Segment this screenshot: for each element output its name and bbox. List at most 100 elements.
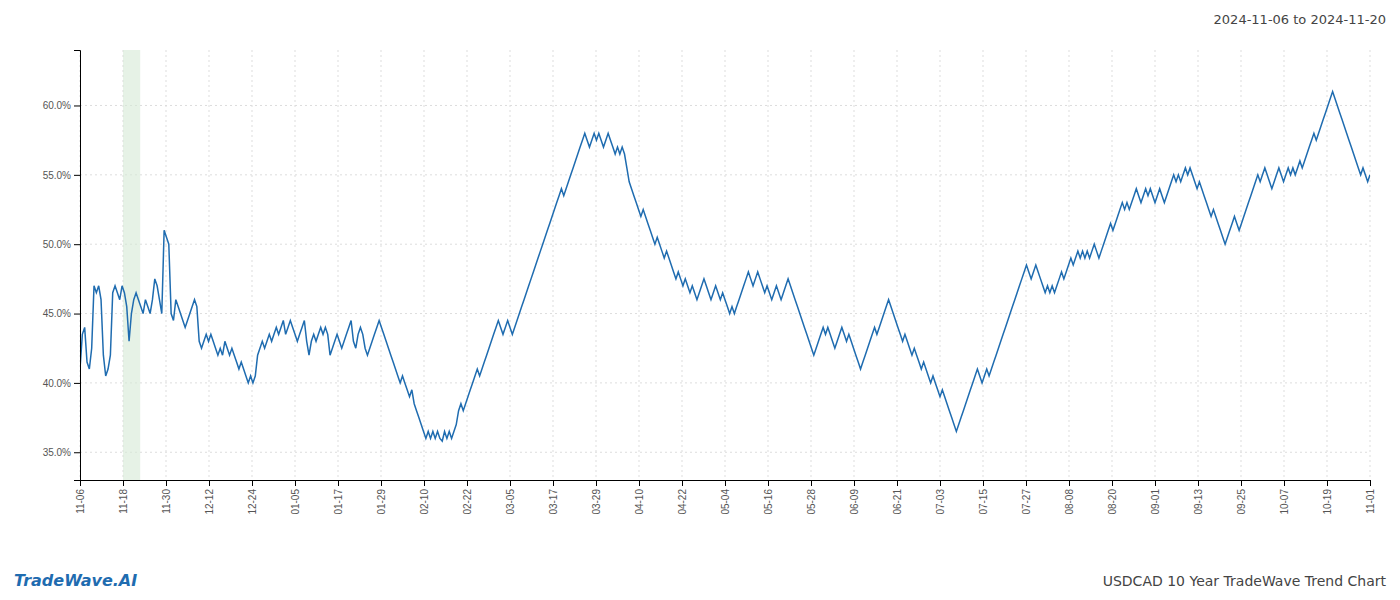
grid-line-x — [338, 50, 339, 480]
x-tick-mark — [1155, 480, 1156, 486]
x-tick-label: 03-17 — [548, 489, 559, 515]
x-tick-label: 12-24 — [247, 489, 258, 515]
x-tick-mark — [424, 480, 425, 486]
footer-caption: USDCAD 10 Year TradeWave Trend Chart — [1103, 573, 1387, 589]
grid-line-x — [897, 50, 898, 480]
x-tick: 07-27 — [1021, 480, 1032, 515]
x-tick-label: 07-03 — [935, 489, 946, 515]
line — [80, 92, 1370, 442]
grid-line-x — [940, 50, 941, 480]
grid-line-x — [381, 50, 382, 480]
y-tick: 40.0% — [43, 378, 80, 389]
x-tick-label: 02-10 — [419, 489, 430, 515]
grid-line-y — [80, 382, 1370, 383]
x-tick-label: 09-13 — [1193, 489, 1204, 515]
x-tick-mark — [338, 480, 339, 486]
x-tick: 03-29 — [591, 480, 602, 515]
x-tick-label: 03-29 — [591, 489, 602, 515]
x-tick-label: 05-28 — [806, 489, 817, 515]
x-tick-label: 01-29 — [376, 489, 387, 515]
x-tick-label: 06-21 — [892, 489, 903, 515]
x-tick: 03-05 — [505, 480, 516, 515]
x-tick: 06-09 — [849, 480, 860, 515]
y-tick-mark — [74, 105, 80, 106]
x-tick: 09-01 — [1150, 480, 1161, 515]
x-tick: 01-29 — [376, 480, 387, 515]
x-tick-label: 01-05 — [290, 489, 301, 515]
y-tick-label: 55.0% — [43, 170, 71, 181]
x-tick-label: 09-25 — [1236, 489, 1247, 515]
x-tick: 07-15 — [978, 480, 989, 515]
x-tick-mark — [510, 480, 511, 486]
x-tick: 08-20 — [1107, 480, 1118, 515]
x-tick: 07-03 — [935, 480, 946, 515]
x-tick: 09-13 — [1193, 480, 1204, 515]
x-tick-label: 11-06 — [75, 489, 86, 514]
y-tick-mark — [74, 314, 80, 315]
plot-area: 11-06 11-18 11-30 12-12 12-24 01-05 01-17 01-29… — [43, 50, 1376, 515]
grid-line-x — [811, 50, 812, 480]
x-tick-label: 04-22 — [677, 489, 688, 515]
x-tick-label: 10-07 — [1279, 489, 1290, 515]
grid-line-x — [467, 50, 468, 480]
x-tick-mark — [1026, 480, 1027, 486]
background — [0, 0, 1400, 600]
x-tick-label: 11-18 — [118, 489, 129, 514]
grid-line-x — [854, 50, 855, 480]
x-tick-label: 05-04 — [720, 489, 731, 515]
x-tick-label: 03-05 — [505, 489, 516, 515]
x-tick-label: 06-09 — [849, 489, 860, 515]
x-tick-mark — [467, 480, 468, 486]
x-tick: 01-05 — [290, 480, 301, 515]
x-tick-mark — [639, 480, 640, 486]
x-tick-mark — [1069, 480, 1070, 486]
x-tick: 05-16 — [763, 480, 774, 515]
x-tick-mark — [295, 480, 296, 486]
chart: 11-06 11-18 11-30 12-12 12-24 01-05 01-17 01-29… — [0, 0, 1400, 600]
y-tick: 60.0% — [43, 100, 80, 111]
x-tick-mark — [983, 480, 984, 486]
y-tick-mark — [74, 244, 80, 245]
grid-line-y — [80, 105, 1370, 106]
grid-line-x — [209, 50, 210, 480]
x-tick-label: 10-19 — [1322, 489, 1333, 515]
x-tick-label: 11-01 — [1365, 489, 1376, 514]
x-tick-mark — [553, 480, 554, 486]
x-tick-label: 04-10 — [634, 489, 645, 515]
y-tick-label: 60.0% — [43, 100, 71, 111]
x-tick: 04-22 — [677, 480, 688, 515]
grid-line-y — [80, 452, 1370, 453]
x-tick: 05-28 — [806, 480, 817, 515]
grid-line-y — [80, 313, 1370, 314]
grid-line-x — [1155, 50, 1156, 480]
y-tick-label: 35.0% — [43, 447, 71, 458]
x-axis-line — [81, 481, 1371, 487]
grid-line-x — [768, 50, 769, 480]
x-tick: 12-12 — [204, 480, 215, 515]
y-tick-mark — [74, 452, 80, 453]
grid-line-y — [80, 244, 1370, 245]
grid-line-x — [553, 50, 554, 480]
x-tick-mark — [1327, 480, 1328, 486]
title: 2024-11-06 to 2024-11-20 — [1214, 12, 1386, 27]
x-tick-label: 11-30 — [161, 489, 172, 514]
x-tick-mark — [1112, 480, 1113, 486]
x-tick-mark — [897, 480, 898, 486]
grid-line-x — [166, 50, 167, 480]
x-tick: 02-10 — [419, 480, 430, 515]
x-tick: 11-06 — [75, 480, 86, 514]
x-tick: 05-04 — [720, 480, 731, 515]
x-tick-mark — [123, 480, 124, 486]
x-tick: 12-24 — [247, 480, 258, 515]
grid-line-x — [1327, 50, 1328, 480]
y-tick: 45.0% — [43, 308, 80, 319]
x-tick-mark — [166, 480, 167, 486]
shaded-region — [123, 50, 140, 480]
grid-line-x — [510, 50, 511, 480]
footer-brand: TradeWave.AI — [14, 571, 137, 590]
x-tick-label: 02-22 — [462, 489, 473, 515]
x-tick: 06-21 — [892, 480, 903, 515]
y-axis: 35.0%40.0%45.0%50.0%55.0%60.0% — [43, 51, 81, 481]
x-tick-label: 12-12 — [204, 489, 215, 515]
x-tick-label: 01-17 — [333, 489, 344, 515]
